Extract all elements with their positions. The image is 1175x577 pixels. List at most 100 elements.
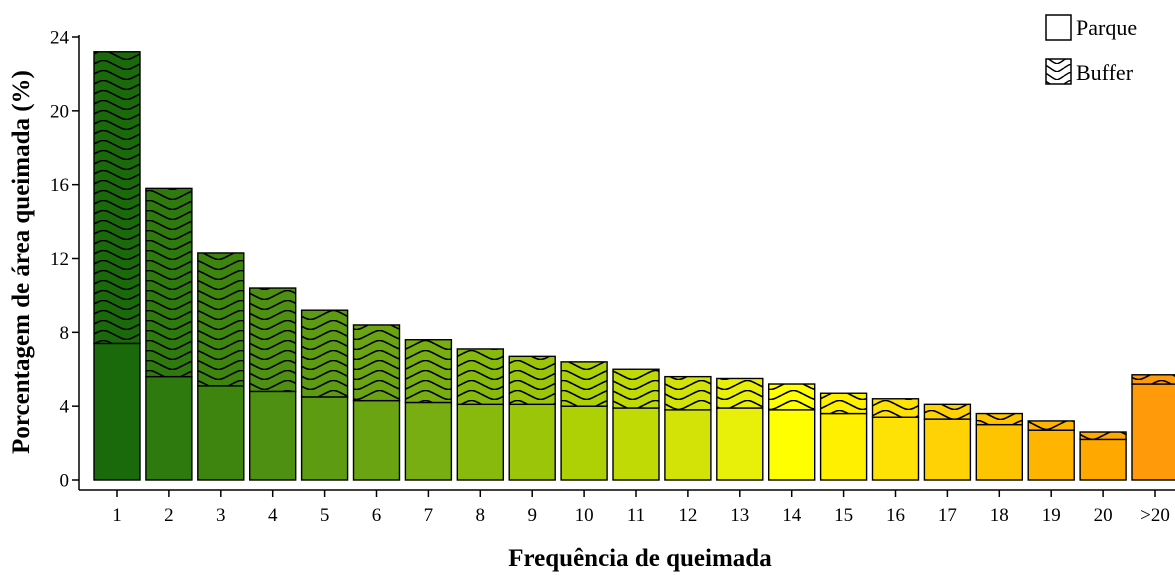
- x-tick-label-9: 9: [527, 505, 537, 526]
- legend-swatch-parque: [1045, 14, 1072, 41]
- bar-fill-parque-gt20: [1132, 384, 1175, 480]
- bar-buffer-12: [664, 375, 712, 411]
- bar-outline-buffer-3: [197, 252, 245, 387]
- bar-parque-18: [975, 423, 1023, 481]
- bar-fill-parque-16: [872, 417, 919, 480]
- bar-parque-gt20: [1131, 383, 1175, 481]
- bar-hatch-1: [94, 51, 140, 344]
- bar-hatch-5: [301, 310, 348, 397]
- x-tick-label-20: 20: [1094, 505, 1113, 526]
- bar-hatch-2: [145, 188, 192, 377]
- bar-fill-parque-5: [301, 396, 348, 480]
- bar-fill-parque-15: [820, 413, 867, 480]
- x-tick-label-18: 18: [990, 505, 1009, 526]
- bar-buffer-gt20: [1131, 374, 1175, 385]
- bar-hatch-3: [197, 252, 244, 386]
- legend-label-buffer: Buffer: [1076, 60, 1134, 85]
- bar-fill-parque-11: [613, 408, 659, 480]
- bar-hatch-17: [924, 404, 971, 420]
- bar-buffer-2: [145, 187, 193, 378]
- bar-buffer-4: [248, 287, 297, 393]
- bar-outline-buffer-18: [975, 412, 1023, 426]
- y-axis-ticks: 0 4 8 12 16 20 24: [50, 28, 79, 492]
- bar-buffer-7: [404, 339, 453, 404]
- bar-parque-1: [93, 342, 141, 481]
- x-tick-label-2: 2: [164, 505, 174, 526]
- bar-fill-parque-20: [1080, 439, 1127, 480]
- bar-hatch-10: [561, 361, 608, 407]
- bar-parque-6: [352, 399, 401, 481]
- bar-outline-buffer-10: [560, 361, 608, 407]
- bar-buffer-3: [197, 252, 245, 387]
- bar-outline-buffer-20: [1079, 431, 1127, 441]
- bar-outline-buffer-14: [768, 383, 816, 411]
- y-tick-label-16: 16: [50, 175, 69, 196]
- bar-outline-buffer-gt20: [1131, 374, 1175, 385]
- bar-outline-buffer-13: [716, 377, 764, 409]
- bar-outline-buffer-7: [404, 339, 453, 404]
- x-tick-label-15: 15: [834, 505, 853, 526]
- x-tick-label-13: 13: [730, 505, 749, 526]
- bar-hatch-16: [872, 398, 919, 418]
- bar-hatch-14: [768, 384, 815, 410]
- bar-hatch-9: [509, 356, 556, 405]
- bar-parque-12: [664, 409, 712, 481]
- bar-outline-buffer-15: [819, 392, 868, 415]
- bar-fill-parque-8: [457, 404, 504, 480]
- bar-buffer-1: [93, 51, 141, 345]
- bar-parque-3: [197, 385, 245, 481]
- y-tick-label-0: 0: [60, 471, 70, 492]
- bar-outline-buffer-19: [1027, 420, 1075, 431]
- x-tick-label-4: 4: [268, 505, 278, 526]
- bar-fill-parque-6: [353, 400, 400, 480]
- x-tick-label-6: 6: [372, 505, 382, 526]
- x-tick-label-12: 12: [678, 505, 697, 526]
- bar-fill-parque-9: [509, 404, 556, 480]
- bar-buffer-5: [300, 309, 349, 398]
- x-tick-label-5: 5: [320, 505, 330, 526]
- x-tick-label-3: 3: [216, 505, 226, 526]
- bar-hatch-15: [820, 393, 867, 414]
- x-tick-label-14: 14: [782, 505, 802, 526]
- bar-buffer-6: [352, 324, 401, 402]
- bar-hatch-19: [1028, 420, 1075, 431]
- bar-parque-8: [456, 403, 504, 481]
- bar-buffer-8: [456, 348, 504, 406]
- bar-buffer-9: [508, 355, 556, 406]
- bar-outline-buffer-2: [145, 187, 193, 378]
- bar-hatch-13: [716, 378, 763, 409]
- bar-buffer-19: [1027, 420, 1075, 431]
- bar-parque-15: [819, 412, 868, 481]
- bar-buffer-16: [871, 398, 920, 418]
- bar-buffer-13: [716, 377, 764, 409]
- y-tick-label-20: 20: [50, 101, 69, 122]
- plot-area: [93, 51, 1175, 481]
- bar-parque-16: [871, 416, 920, 481]
- bar-parque-9: [508, 403, 556, 481]
- legend-swatch-buffer: [1045, 58, 1072, 85]
- bar-outline-buffer-11: [612, 368, 660, 409]
- x-tick-label-8: 8: [476, 505, 486, 526]
- legend-label-parque: Parque: [1076, 15, 1137, 40]
- bar-parque-11: [612, 407, 660, 481]
- bar-hatch-8: [457, 348, 504, 405]
- bar-outline-buffer-4: [248, 287, 297, 393]
- bar-parque-13: [716, 407, 764, 481]
- bar-fill-parque-19: [1028, 430, 1075, 480]
- bar-hatch-18: [976, 413, 1023, 425]
- y-tick-label-12: 12: [50, 249, 69, 270]
- bar-fill-parque-7: [405, 402, 452, 480]
- bar-buffer-14: [768, 383, 816, 411]
- y-axis-title: Porcentagem de área queimada (%): [8, 70, 35, 454]
- bar-buffer-11: [612, 368, 660, 409]
- x-tick-label-gt20: >20: [1140, 505, 1170, 526]
- bar-parque-5: [300, 396, 349, 481]
- bar-fill-parque-4: [249, 391, 296, 480]
- bar-outline-buffer-16: [871, 398, 920, 418]
- bar-parque-14: [768, 409, 816, 481]
- y-tick-label-24: 24: [50, 28, 70, 49]
- y-tick-label-4: 4: [60, 397, 70, 418]
- x-tick-label-7: 7: [424, 505, 434, 526]
- bar-hatch-20: [1080, 432, 1127, 440]
